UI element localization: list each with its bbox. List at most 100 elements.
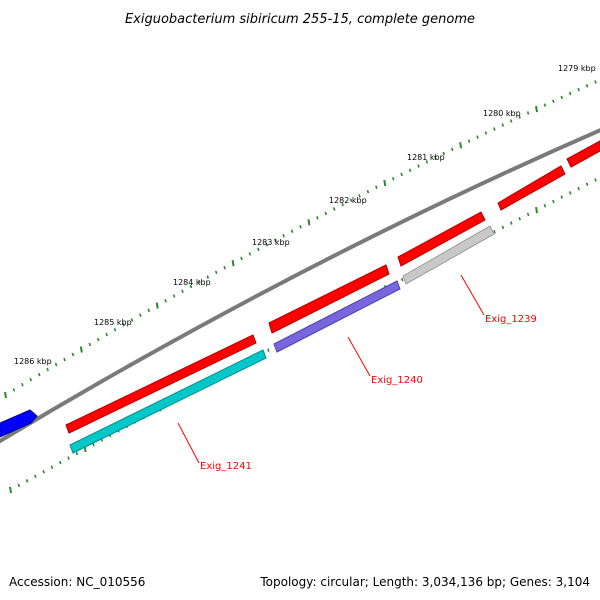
ruler-label-1280: 1280 kbp [483,109,521,118]
outer-ruler-minor-tick [552,99,555,103]
outer-ruler-minor-tick [46,367,49,372]
outer-ruler-major-tick [307,219,311,226]
ruler-label-1284: 1284 kbp [173,278,211,287]
outer-ruler-minor-tick [172,294,176,298]
outer-ruler-minor-tick [425,160,429,164]
outer-ruler-minor-tick [585,84,589,88]
outer-ruler-minor-tick [467,139,471,143]
inner-ruler-minor-tick [67,456,70,460]
outer-ruler-minor-tick [594,80,597,84]
outer-ruler-major-tick [383,179,387,187]
outer-ruler-minor-tick [63,357,66,362]
gene-forward-2[interactable] [268,264,390,334]
leader-exig-1240 [347,336,371,377]
outer-ruler-minor-tick [29,377,33,382]
outer-ruler-minor-tick [147,308,151,313]
gene-blue[interactable] [0,409,38,438]
outer-ruler-minor-tick [476,135,479,139]
outer-ruler-minor-tick [282,233,285,238]
outer-ruler-minor-tick [518,115,521,119]
outer-ruler-minor-tick [139,313,142,317]
inner-ruler-minor-tick [25,479,29,483]
ruler-label-1285: 1285 kbp [94,318,132,327]
outer-ruler-minor-tick [577,87,580,92]
inner-ruler-minor-tick [510,221,513,225]
gene-forward-5[interactable] [566,140,600,168]
topology-text: Topology: circular; Length: 3,034,136 bp… [259,575,590,589]
outer-ruler-minor-tick [400,172,403,177]
outer-ruler-minor-tick [240,256,243,261]
inner-ruler-minor-tick [493,229,496,234]
ruler-label-1279: 1279 kbp [558,64,596,73]
gene-forward-1[interactable] [65,334,257,434]
outer-ruler-minor-tick [299,224,302,229]
outer-ruler-minor-tick [349,198,353,203]
outer-ruler-minor-tick [164,298,167,303]
outer-ruler [4,80,597,399]
outer-ruler-minor-tick [316,216,319,220]
ruler-label-1286: 1286 kbp [14,357,52,366]
outer-ruler-minor-tick [12,388,16,392]
label-exig-1241[interactable]: Exig_1241 [200,461,252,472]
label-exig-1240[interactable]: Exig_1240 [371,375,423,386]
ruler-label-1283: 1283 kbp [252,238,290,247]
ruler-label-1281: 1281 kbp [407,153,445,162]
outer-ruler-minor-tick [122,323,125,327]
gene-forward-4[interactable] [497,165,566,211]
gene-forward-3[interactable] [397,211,486,267]
outer-ruler-minor-tick [214,270,218,275]
outer-ruler-minor-tick [248,252,252,256]
inner-ruler-minor-tick [34,474,37,479]
outer-ruler-minor-tick [408,168,412,172]
outer-ruler-major-tick [231,259,235,267]
outer-ruler-minor-tick [257,247,260,252]
inner-ruler-minor-tick [552,199,555,204]
outer-ruler-minor-tick [332,207,336,211]
outer-ruler-minor-tick [265,243,269,247]
inner-ruler-major-tick [9,486,12,494]
outer-ruler-minor-tick [484,131,488,135]
label-exig-1239[interactable]: Exig_1239 [485,314,537,325]
inner-ruler-minor-tick [526,212,530,217]
inner-ruler-minor-tick [568,191,572,195]
inner-ruler-minor-tick [501,225,505,230]
outer-ruler-major-tick [155,302,159,309]
outer-ruler-major-tick [4,391,7,399]
inner-ruler-minor-tick [267,348,270,352]
outer-ruler-minor-tick [375,185,378,190]
outer-ruler-minor-tick [442,151,446,156]
inner-ruler-minor-tick [400,277,404,282]
inner-ruler-minor-tick [42,469,45,474]
inner-ruler-minor-tick [58,460,62,465]
outer-ruler-minor-tick [324,211,328,216]
outer-ruler-minor-tick [130,318,134,322]
inner-ruler-minor-tick [518,216,521,221]
outer-ruler-minor-tick [181,289,184,293]
outer-ruler-minor-tick [509,119,513,123]
inner-ruler-minor-tick [594,178,597,182]
outer-ruler-minor-tick [526,111,530,115]
outer-ruler-minor-tick [568,91,572,96]
outer-ruler-minor-tick [71,352,75,357]
outer-ruler-minor-tick [391,176,395,181]
outer-ruler-major-tick [79,346,83,353]
inner-ruler-minor-tick [543,204,547,208]
gene-exig-1240[interactable] [273,280,401,353]
outer-ruler-minor-tick [21,382,24,387]
outer-ruler-minor-tick [88,342,92,347]
outer-ruler-minor-tick [105,332,108,337]
inner-ruler-minor-tick [560,195,564,199]
inner-ruler-minor-tick [577,186,580,191]
outer-ruler-minor-tick [434,155,437,160]
outer-ruler-minor-tick [223,266,226,270]
reverse-genes [69,225,495,454]
outer-ruler-minor-tick [501,123,505,127]
outer-ruler-minor-tick [417,164,420,168]
outer-ruler-minor-tick [206,275,210,279]
gene-exig-1241[interactable] [69,349,267,454]
outer-ruler-minor-tick [450,147,454,152]
forward-genes [65,140,600,434]
gene-exig-1239[interactable] [402,225,495,285]
inner-ruler-minor-tick [50,465,54,469]
